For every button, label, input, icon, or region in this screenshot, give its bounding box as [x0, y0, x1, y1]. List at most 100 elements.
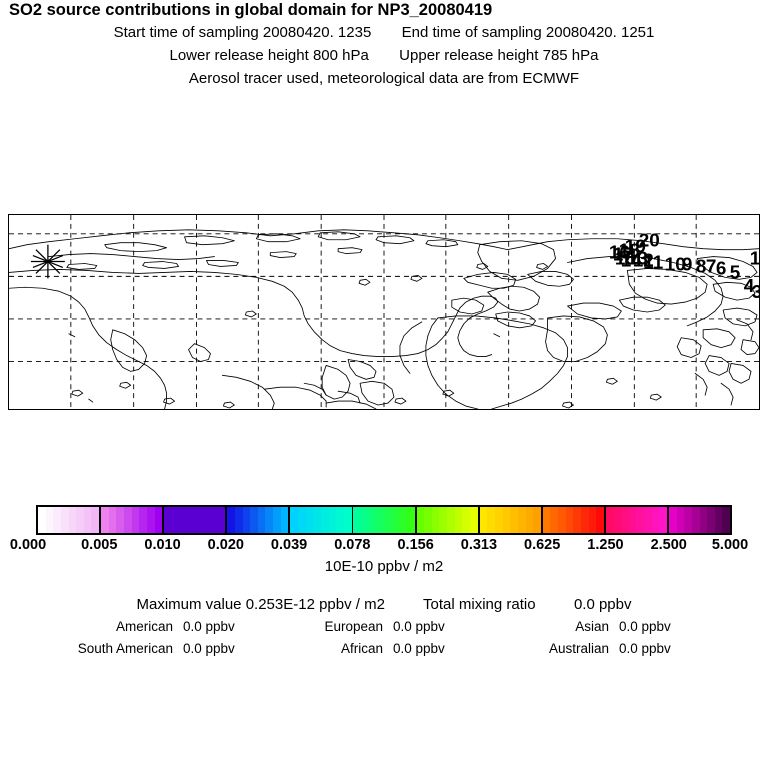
region-value: 0.0 ppbv [183, 619, 235, 634]
colorbar-step [558, 507, 566, 533]
colorbar-step [462, 507, 471, 533]
colorbar-step [336, 507, 344, 533]
region-name: South American [77, 641, 173, 656]
end-time-label: End time of sampling [401, 24, 542, 41]
colorbar-tick: 5.000 [711, 537, 749, 553]
colorbar-step [651, 507, 660, 533]
colorbar-step [194, 507, 203, 533]
colorbar-step [454, 507, 463, 533]
header-block: SO2 source contributions in global domai… [0, 0, 768, 90]
total-mixing-ratio-value: 0.0 ppbv [573, 596, 632, 613]
map-graticule [9, 215, 759, 409]
colorbar-step [361, 507, 369, 533]
statistics-block: Maximum value 0.253E-12 ppbv / m2 Total … [0, 594, 768, 660]
colorbar-step [659, 507, 667, 533]
colorbar-step [550, 507, 559, 533]
colorbar-step [179, 507, 188, 533]
colorbar-step [431, 507, 440, 533]
colorbar-step [580, 507, 589, 533]
colorbar-step [439, 507, 448, 533]
colorbar-step [305, 507, 314, 533]
trajectory-point-label: 6 [716, 257, 727, 278]
trajectory-labels: 20191817161514131211109876543 1 [609, 230, 759, 302]
colorbar-step [164, 507, 172, 533]
colorbar-step [722, 507, 731, 533]
colorbar-tick: 2.500 [650, 537, 687, 553]
colorbar-step [202, 507, 211, 533]
trajectory-point-label: 8 [696, 255, 707, 276]
colorbar-segment-2 [164, 507, 228, 533]
region-name: European [324, 619, 383, 634]
colorbar-step [399, 507, 407, 533]
trajectory-point-label: 5 [730, 261, 741, 282]
colorbar-step [376, 507, 385, 533]
region-name: American [115, 619, 173, 634]
colorbar-unit-label: 10E-10 ppbv / m2 [324, 558, 444, 575]
colorbar-step [525, 507, 534, 533]
colorbar-step [257, 507, 266, 533]
colorbar-segment-10 [668, 507, 731, 533]
colorbar-tick: 0.000 [9, 537, 47, 553]
colorbar-step [53, 507, 61, 533]
colorbar-step [353, 507, 362, 533]
trajectory-point-label: 9 [682, 253, 693, 274]
region-value: 0.0 ppbv [619, 641, 671, 656]
colorbar-tick: 0.039 [270, 537, 308, 553]
colorbar-step [171, 507, 180, 533]
colorbar-step [479, 507, 488, 533]
tracer-note: Aerosol tracer used, meteorological data… [188, 70, 580, 87]
trajectory-point-label: 15 [615, 248, 636, 269]
colorbar-step [613, 507, 622, 533]
colorbar-step [644, 507, 652, 533]
colorbar-segment-6 [416, 507, 480, 533]
colorbar-step [273, 507, 281, 533]
colorbar-segment-7 [479, 507, 543, 533]
colorbar-tick: 0.010 [144, 537, 181, 553]
summary-row: Maximum value 0.253E-12 ppbv / m2 Total … [0, 594, 768, 616]
max-value-label: Maximum value [136, 596, 242, 613]
colorbar-step [328, 507, 337, 533]
trajectory-point-label: 19 [625, 236, 646, 257]
colorbar-step [210, 507, 218, 533]
start-time-label: Start time of sampling [113, 24, 259, 41]
trajectory-point-label: 11 [643, 252, 663, 273]
colorbar-segment-3 [227, 507, 291, 533]
colorbar-tick: 1.250 [587, 537, 624, 553]
colorbar-step [502, 507, 511, 533]
colorbar-tick: 0.625 [524, 537, 561, 553]
colorbar-step [487, 507, 495, 533]
colorbar-step [108, 507, 117, 533]
region-name: African [340, 641, 383, 656]
region-value: 0.0 ppbv [619, 619, 671, 634]
colorbar-step [45, 507, 54, 533]
colorbar-step [116, 507, 125, 533]
colorbar-step [234, 507, 243, 533]
map-canvas: 20191817161514131211109876543 1 [9, 215, 759, 409]
region-name: Asian [575, 619, 609, 634]
release-height-line: Lower release height 800 hPa Upper relea… [0, 44, 768, 67]
colorbar-step [124, 507, 132, 533]
colorbar-step [416, 507, 425, 533]
lower-release-label: Lower release height [169, 47, 309, 64]
colorbar-step [101, 507, 109, 533]
release-point-marker [30, 244, 65, 279]
colorbar-step [406, 507, 415, 533]
colorbar-tick: 0.005 [81, 537, 118, 553]
trajectory-point-label: 12 [633, 250, 654, 271]
start-time-value: 20080420. 1235 [262, 24, 372, 41]
colorbar-step [343, 507, 352, 533]
colorbar-tick: 0.078 [334, 537, 371, 553]
trajectory-point-label: 18 [619, 240, 640, 261]
colorbar-segment-5 [353, 507, 417, 533]
region-contribution-table: American 0.0 ppbv European 0.0 ppbv Asia… [0, 616, 768, 660]
colorbar-step [684, 507, 692, 533]
colorbar-step [588, 507, 597, 533]
colorbar-step [227, 507, 235, 533]
colorbar-step [391, 507, 400, 533]
colorbar-step [217, 507, 226, 533]
trajectory-point-label: 16 [609, 242, 630, 263]
colorbar-segment-0 [38, 507, 102, 533]
colorbar-step [290, 507, 299, 533]
colorbar-step [691, 507, 700, 533]
colorbar-step [699, 507, 708, 533]
